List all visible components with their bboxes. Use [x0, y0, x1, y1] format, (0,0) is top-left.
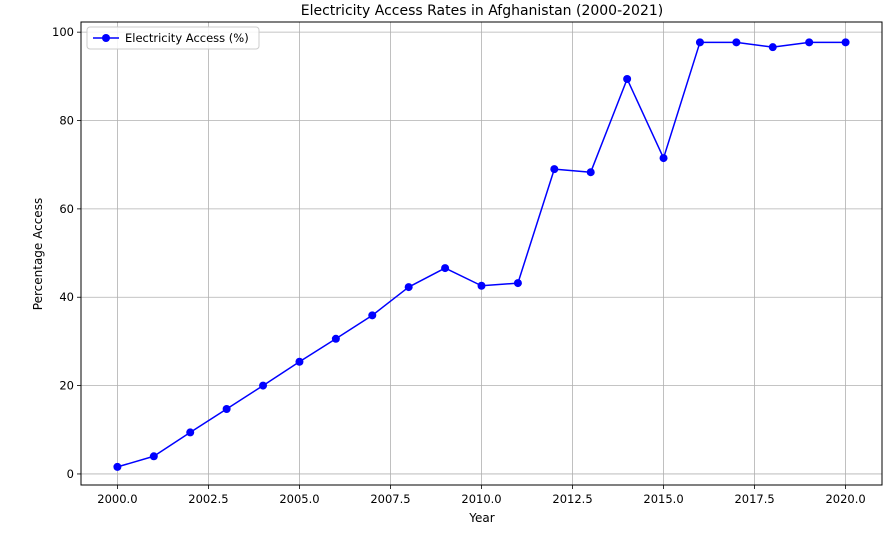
x-tick-label: 2015.0	[643, 492, 683, 506]
x-tick-label: 2012.5	[552, 492, 592, 506]
y-tick-label: 0	[67, 467, 74, 481]
data-point	[513, 279, 522, 288]
data-point	[732, 38, 741, 47]
chart-title: Electricity Access Rates in Afghanistan …	[301, 3, 663, 19]
data-point	[841, 38, 850, 47]
x-tick-label: 2005.0	[279, 492, 319, 506]
legend-marker-swatch	[102, 34, 110, 42]
data-point	[186, 428, 195, 437]
y-axis: 0 20 40 60 80 100	[52, 25, 81, 481]
series-group	[113, 38, 850, 471]
data-point	[768, 43, 777, 52]
data-point	[477, 281, 486, 290]
legend: Electricity Access (%)	[86, 26, 260, 50]
data-point	[623, 74, 632, 83]
data-point	[550, 165, 559, 174]
data-point	[441, 264, 450, 273]
x-tick-label: 2017.5	[734, 492, 774, 506]
data-point	[259, 381, 268, 390]
y-tick-label: 100	[52, 25, 74, 39]
data-point	[295, 357, 304, 366]
grid-lines	[81, 22, 882, 485]
x-axis: 2000.0 2002.5 2005.0 2007.5 2010.0 2012.5 2015…	[97, 485, 866, 506]
y-axis-label: Percentage Access	[31, 198, 45, 310]
data-point	[368, 311, 377, 320]
data-point	[113, 462, 122, 471]
data-point	[404, 283, 413, 292]
data-point	[586, 168, 595, 177]
y-tick-label: 20	[59, 379, 74, 393]
y-tick-label: 40	[59, 290, 74, 304]
data-point	[695, 38, 704, 47]
x-tick-label: 2020.0	[825, 492, 865, 506]
x-tick-label: 2007.5	[370, 492, 410, 506]
x-tick-label: 2000.0	[97, 492, 137, 506]
data-point	[222, 405, 231, 414]
legend-label: Electricity Access (%)	[125, 31, 249, 45]
x-tick-label: 2002.5	[188, 492, 228, 506]
y-tick-label: 80	[59, 114, 74, 128]
data-point	[331, 334, 340, 343]
data-point	[805, 38, 814, 47]
y-tick-label: 60	[59, 202, 74, 216]
data-point	[659, 154, 668, 163]
x-axis-label: Year	[468, 511, 494, 525]
data-point	[149, 452, 158, 461]
legend-box	[86, 26, 260, 50]
x-tick-label: 2010.0	[461, 492, 501, 506]
